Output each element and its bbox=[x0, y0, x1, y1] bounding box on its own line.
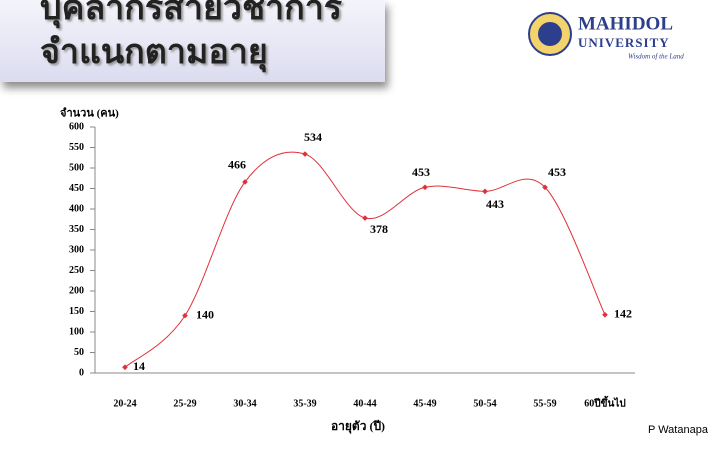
data-point bbox=[362, 215, 368, 221]
data-point bbox=[542, 184, 548, 191]
data-label: 14 bbox=[133, 359, 145, 373]
x-tick-label: 30-34 bbox=[233, 398, 256, 409]
y-tick-label: 50 bbox=[74, 347, 84, 358]
data-label: 140 bbox=[196, 307, 214, 321]
y-tick-label: 500 bbox=[69, 162, 84, 173]
y-tick-label: 200 bbox=[69, 285, 84, 296]
x-axis-label: อายุตัว (ปี) bbox=[331, 419, 385, 434]
y-tick-label: 0 bbox=[79, 367, 84, 378]
x-tick-label: 40-44 bbox=[353, 398, 376, 409]
y-tick-label: 300 bbox=[69, 244, 84, 255]
y-tick-label: 450 bbox=[69, 183, 84, 194]
x-tick-label: 60ปีขึ้นไป bbox=[584, 395, 625, 409]
data-label: 453 bbox=[412, 165, 430, 179]
credit: P Watanapa bbox=[648, 424, 708, 436]
logo-name: MAHIDOL bbox=[578, 13, 673, 34]
x-tick-label: 25-29 bbox=[173, 398, 196, 409]
data-label: 466 bbox=[228, 158, 246, 172]
data-label: 534 bbox=[304, 130, 322, 144]
data-label: 443 bbox=[486, 197, 504, 211]
data-label: 142 bbox=[614, 307, 632, 321]
y-tick-label: 600 bbox=[69, 121, 84, 132]
data-point bbox=[122, 364, 128, 371]
y-tick-label: 350 bbox=[69, 224, 84, 235]
logo-motto: Wisdom of the Land bbox=[628, 53, 684, 61]
x-tick-label: 20-24 bbox=[113, 398, 136, 409]
data-point bbox=[302, 151, 308, 157]
x-tick-label: 55-59 bbox=[533, 398, 556, 409]
logo-emblem-inner bbox=[538, 22, 562, 46]
y-tick-label: 550 bbox=[69, 142, 84, 153]
x-tick-label: 45-49 bbox=[413, 398, 436, 409]
y-axis-label: จำนวน (คน) bbox=[60, 107, 119, 120]
x-tick-label: 50-54 bbox=[473, 398, 496, 409]
data-point bbox=[182, 312, 188, 319]
y-tick-label: 150 bbox=[69, 306, 84, 317]
data-point bbox=[242, 179, 248, 185]
data-point bbox=[422, 184, 428, 191]
y-tick-label: 250 bbox=[69, 265, 84, 276]
title: บุคลากรสายวิชาการจำแนกตามอายุ bbox=[40, 0, 343, 72]
data-label: 453 bbox=[548, 165, 566, 179]
logo-sub: UNIVERSITY bbox=[578, 35, 670, 50]
y-tick-label: 100 bbox=[69, 326, 84, 337]
data-point bbox=[482, 188, 488, 195]
data-line bbox=[124, 151, 606, 368]
x-tick-label: 35-39 bbox=[293, 398, 316, 409]
data-label: 378 bbox=[370, 222, 388, 236]
data-point bbox=[602, 311, 608, 318]
title-box: บุคลากรสายวิชาการจำแนกตามอายุ bbox=[0, 0, 385, 82]
y-tick-label: 400 bbox=[69, 203, 84, 214]
logo: MAHIDOL UNIVERSITY Wisdom of the Land bbox=[528, 12, 684, 61]
